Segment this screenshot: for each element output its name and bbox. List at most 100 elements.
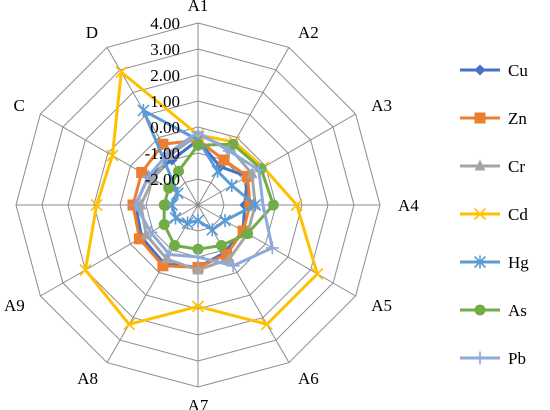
- series-point: [158, 219, 170, 230]
- series-point: [311, 267, 324, 280]
- legend-item-hg: Hg: [460, 253, 529, 272]
- series-point: [90, 198, 103, 212]
- tick-label: 2.00: [150, 66, 180, 85]
- radar-grid: [15, 22, 381, 388]
- category-label: A9: [4, 296, 25, 315]
- series-as: [158, 138, 279, 255]
- series-point: [192, 263, 204, 275]
- series-point: [227, 138, 239, 150]
- category-label: A1: [188, 0, 209, 15]
- series-point: [140, 228, 152, 240]
- series-point: [211, 164, 224, 178]
- series-pb: [129, 125, 279, 273]
- legend-label: Cr: [508, 157, 525, 176]
- category-label: A2: [298, 23, 319, 42]
- legend-label: As: [508, 301, 527, 320]
- series-point: [218, 214, 232, 228]
- series-point: [206, 223, 219, 237]
- series-point: [158, 199, 170, 211]
- series-point: [162, 248, 176, 262]
- legend-item-cd: Cd: [460, 205, 528, 224]
- series-point: [79, 263, 92, 277]
- category-labels: A1A2A3A4A5A6A7A8A9BCD: [4, 0, 419, 410]
- tick-label: -2.00: [145, 170, 180, 189]
- series-point: [226, 259, 240, 273]
- series-point: [115, 66, 128, 79]
- series-point: [137, 103, 150, 117]
- tick-label: 3.00: [150, 40, 180, 59]
- series-point: [133, 233, 145, 245]
- series-point: [106, 149, 119, 162]
- series-point: [169, 240, 181, 252]
- series-point: [244, 199, 256, 211]
- legend-item-zn: Zn: [460, 109, 527, 128]
- series-point: [191, 300, 205, 313]
- tick-label: 1.00: [150, 92, 180, 111]
- series-point: [225, 179, 238, 192]
- radial-tick-labels: 4.00 3.00 2.00 1.00 0.00 -1.00 -2.00: [145, 14, 180, 189]
- series-point: [473, 351, 487, 365]
- series-point: [192, 243, 204, 255]
- series-point: [252, 163, 266, 177]
- legend-item-cu: Cu: [460, 61, 528, 80]
- category-label: A4: [398, 196, 419, 215]
- legend-item-cr: Cr: [460, 157, 525, 176]
- category-label: A6: [298, 369, 319, 388]
- series-point: [218, 154, 230, 166]
- series-point: [165, 198, 179, 212]
- series-point: [191, 250, 205, 264]
- series-point: [215, 240, 227, 252]
- series-point: [161, 146, 175, 160]
- series-point: [474, 112, 486, 124]
- series-point: [147, 172, 159, 184]
- grid-spoke: [40, 204, 199, 297]
- chart-legend: Cu Zn Cr Cd Hg As Pb: [460, 61, 529, 368]
- series-point: [136, 167, 148, 178]
- series-point: [474, 159, 486, 171]
- grid-spoke: [197, 113, 356, 206]
- series-point: [157, 260, 169, 272]
- series-point: [123, 318, 136, 331]
- series-point: [169, 211, 182, 225]
- series-point: [246, 167, 258, 179]
- legend-item-as: As: [460, 301, 527, 320]
- series-point: [242, 228, 254, 240]
- legend-item-pb: Pb: [460, 349, 526, 368]
- grid-spoke: [197, 47, 290, 206]
- series-point: [181, 216, 194, 230]
- tick-label: -1.00: [145, 144, 180, 163]
- series-point: [474, 64, 486, 76]
- series-point: [223, 252, 235, 264]
- series-point: [221, 249, 233, 261]
- series-point: [249, 198, 262, 212]
- series-point: [474, 304, 486, 316]
- series-point: [129, 198, 143, 212]
- category-label: D: [86, 23, 98, 42]
- legend-label: Hg: [508, 253, 529, 272]
- series-point: [157, 138, 169, 150]
- category-label: C: [13, 96, 24, 115]
- grid-spoke: [106, 204, 199, 363]
- category-label: A3: [371, 96, 392, 115]
- series-point: [222, 144, 236, 158]
- series-point: [265, 241, 279, 255]
- series-point: [267, 199, 279, 211]
- legend-label: Cu: [508, 61, 528, 80]
- series-point: [260, 318, 273, 331]
- radar-series: [79, 66, 324, 331]
- category-label: A8: [77, 369, 98, 388]
- series-point: [473, 255, 487, 269]
- series-point: [141, 169, 155, 183]
- category-label: A7: [188, 396, 209, 410]
- series-point: [173, 165, 184, 177]
- tick-label: 0.00: [150, 118, 180, 137]
- series-point: [191, 125, 205, 139]
- series-point: [144, 225, 158, 239]
- legend-label: Pb: [508, 349, 526, 368]
- series-point: [473, 207, 487, 221]
- series-point: [192, 139, 204, 151]
- series-point: [163, 182, 175, 194]
- category-label: A5: [371, 296, 392, 315]
- series-point: [256, 198, 270, 212]
